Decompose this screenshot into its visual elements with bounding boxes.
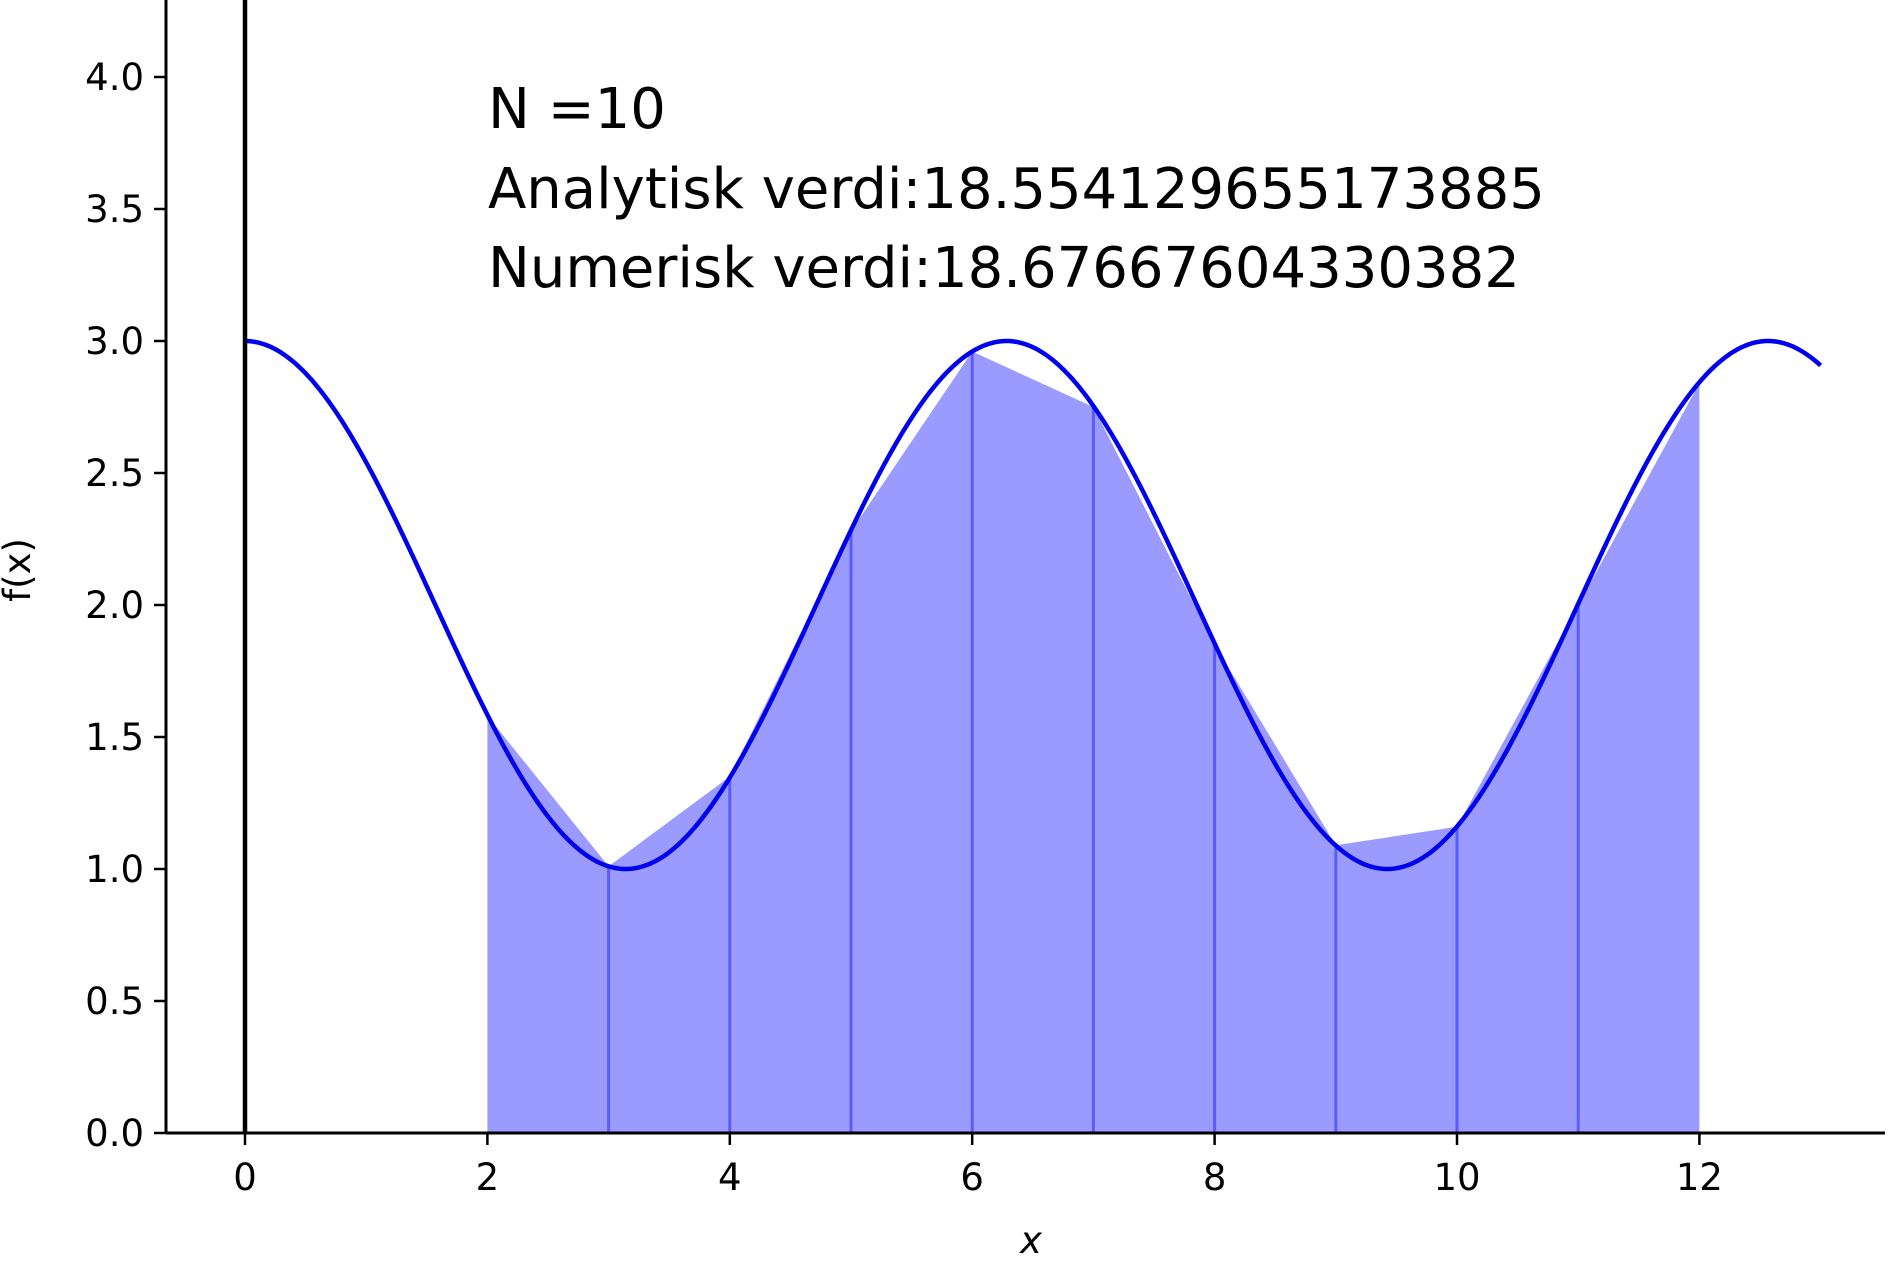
x-tick-label: 0 bbox=[233, 1156, 257, 1199]
x-tick-label: 6 bbox=[960, 1156, 984, 1199]
y-tick-label: 1.5 bbox=[85, 716, 144, 759]
x-axis-label: x bbox=[1019, 1219, 1043, 1262]
y-tick-label: 2.5 bbox=[85, 452, 144, 495]
function-curve bbox=[244, 338, 1823, 872]
axes-layer: 0.0 0.5 1.0 1.5 2.0 2.5 3.0 3.5 4.0 0 2 4 6 8 10 12 bbox=[85, 0, 1885, 1199]
y-tick-label: 0.0 bbox=[85, 1112, 144, 1155]
y-tick-label: 1.0 bbox=[85, 848, 144, 891]
annotation-n: N =10 bbox=[488, 77, 666, 142]
x-tick-label: 2 bbox=[476, 1156, 500, 1199]
curve-layer bbox=[244, 338, 1823, 872]
x-tick-label: 4 bbox=[718, 1156, 742, 1199]
y-tick-label: 0.5 bbox=[85, 980, 144, 1023]
y-tick-label: 3.0 bbox=[85, 320, 144, 363]
y-tick-label: 2.0 bbox=[85, 584, 144, 627]
x-tick-label: 10 bbox=[1433, 1156, 1480, 1199]
y-axis-label-text: f(x) bbox=[0, 538, 39, 602]
annotation-analytic-value: Analytisk verdi:18.554129655173885 bbox=[488, 157, 1545, 222]
y-axis-label: f(x) bbox=[0, 538, 39, 602]
y-tick-label: 4.0 bbox=[85, 56, 144, 99]
x-tick-label: 12 bbox=[1676, 1156, 1723, 1199]
y-tick-label: 3.5 bbox=[85, 188, 144, 231]
x-tick-label: 8 bbox=[1203, 1156, 1227, 1199]
annotation-numeric-value: Numerisk verdi:18.67667604330382 bbox=[488, 236, 1520, 301]
label-layer: N =10 Analytisk verdi:18.554129655173885… bbox=[0, 77, 1545, 1262]
trapezoid-edge-layer bbox=[607, 351, 1580, 1133]
